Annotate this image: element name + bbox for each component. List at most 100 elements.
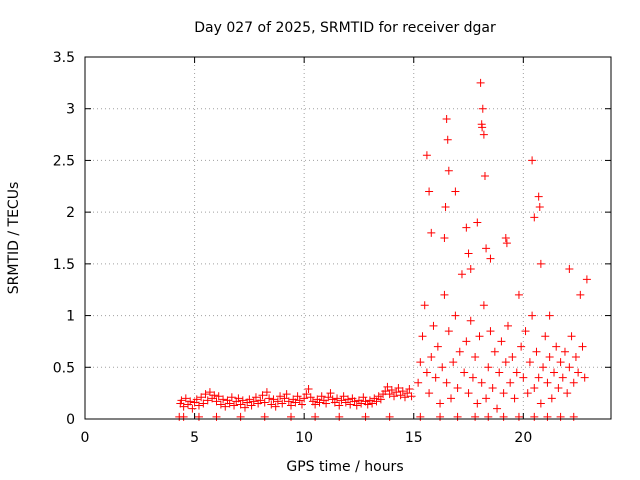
data-point	[407, 392, 416, 401]
data-point	[473, 218, 482, 227]
data-point	[543, 412, 552, 421]
data-point	[519, 373, 528, 382]
data-point	[471, 352, 480, 361]
data-point	[503, 321, 512, 330]
data-point	[282, 390, 291, 399]
data-point	[514, 290, 523, 299]
data-point	[528, 156, 537, 165]
data-point	[339, 392, 348, 401]
data-point	[554, 383, 563, 392]
data-point	[240, 403, 249, 412]
data-point	[508, 352, 517, 361]
data-point	[422, 368, 431, 377]
data-point	[571, 352, 580, 361]
grid	[85, 57, 611, 419]
data-point	[427, 352, 436, 361]
data-point	[230, 401, 239, 410]
y-tick-label: 1.5	[53, 257, 75, 273]
data-point	[501, 234, 510, 242]
data-point	[521, 327, 530, 336]
data-point	[344, 395, 352, 404]
data-point	[392, 388, 401, 397]
data-point	[256, 396, 265, 405]
data-point	[287, 412, 296, 421]
data-point	[574, 368, 583, 377]
data-point	[442, 115, 451, 124]
data-point	[475, 332, 484, 341]
data-point	[335, 412, 344, 421]
data-point	[455, 347, 464, 356]
data-point	[179, 412, 188, 421]
data-point	[449, 358, 458, 367]
data-point	[440, 290, 449, 299]
data-point	[258, 391, 267, 400]
data-point	[363, 400, 372, 409]
data-point	[425, 187, 434, 196]
data-point	[405, 385, 414, 394]
data-point	[545, 311, 554, 320]
data-point	[444, 166, 453, 175]
x-tick-label: 10	[295, 430, 313, 446]
data-point	[556, 358, 565, 367]
data-point	[547, 394, 556, 403]
data-point	[273, 397, 282, 406]
data-points	[175, 78, 591, 421]
data-point	[304, 385, 313, 394]
data-point	[530, 412, 539, 421]
data-point	[473, 399, 482, 408]
data-point	[194, 401, 203, 410]
data-point	[560, 347, 569, 356]
data-point	[499, 389, 508, 398]
data-point	[322, 399, 331, 408]
data-point	[324, 393, 333, 402]
data-point	[578, 342, 587, 351]
data-point	[302, 390, 311, 399]
data-point	[212, 397, 221, 406]
data-point	[403, 389, 412, 398]
data-point	[438, 363, 447, 372]
data-point	[249, 397, 258, 406]
data-point	[444, 327, 453, 336]
data-point	[227, 393, 236, 402]
data-point	[381, 387, 390, 396]
data-point	[534, 192, 543, 201]
data-point	[203, 396, 212, 405]
data-point	[563, 389, 572, 398]
data-point	[534, 373, 543, 382]
x-tick-label: 5	[190, 430, 199, 446]
data-point	[295, 396, 304, 405]
data-point	[490, 347, 499, 356]
data-point	[346, 400, 355, 409]
data-point	[536, 259, 545, 268]
data-point	[383, 382, 392, 391]
data-point	[453, 383, 462, 392]
data-point	[462, 337, 471, 346]
data-point	[291, 398, 300, 407]
data-point	[464, 389, 473, 398]
data-point	[447, 394, 456, 403]
data-point	[420, 301, 429, 310]
data-point	[427, 228, 436, 237]
data-point	[443, 135, 452, 144]
data-point	[530, 213, 539, 222]
data-point	[352, 401, 361, 410]
data-point	[216, 400, 225, 409]
y-tick-label: 0.5	[53, 360, 75, 376]
data-point	[287, 401, 296, 410]
data-point	[558, 373, 567, 382]
data-point	[359, 393, 368, 402]
data-point	[422, 151, 431, 160]
data-point	[486, 254, 495, 263]
data-point	[221, 402, 230, 411]
data-point	[484, 412, 493, 421]
data-point	[385, 412, 394, 421]
data-point	[471, 412, 480, 421]
data-point	[476, 78, 485, 87]
data-point	[271, 402, 280, 411]
x-tick-label: 20	[514, 430, 532, 446]
data-point	[493, 404, 502, 413]
data-point	[462, 223, 471, 232]
data-point	[480, 171, 489, 180]
data-point	[179, 402, 188, 411]
data-point	[468, 373, 477, 382]
